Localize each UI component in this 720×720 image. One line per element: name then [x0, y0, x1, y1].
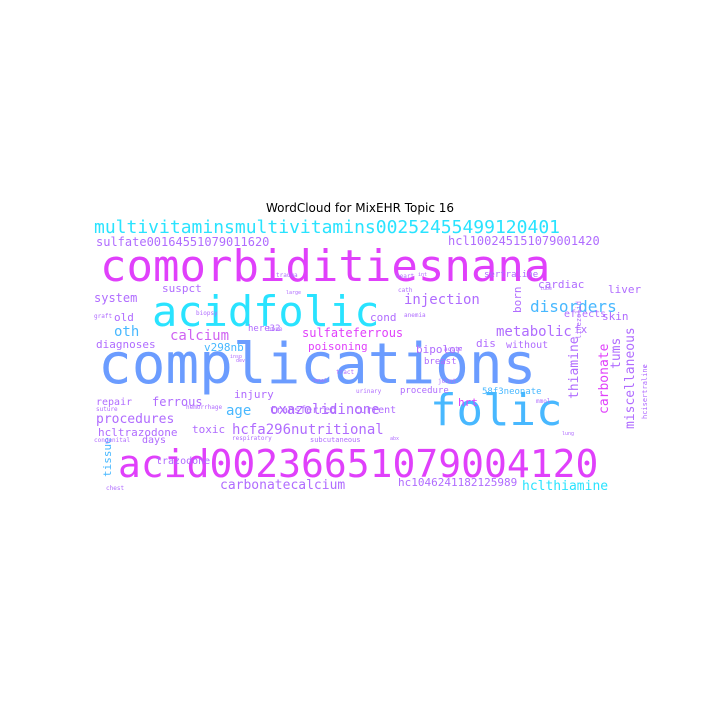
- word-80: large: [286, 290, 302, 296]
- word-27: effects: [564, 309, 607, 320]
- word-72: hcisertraline: [641, 364, 647, 419]
- word-58: trauma: [276, 272, 298, 279]
- word-81: renal: [312, 378, 328, 384]
- word-26: cardiac: [538, 278, 585, 291]
- word-44: current: [354, 405, 397, 416]
- word-32: tums: [609, 337, 624, 369]
- word-61: graft: [94, 313, 113, 320]
- word-74: urinary: [356, 388, 382, 395]
- word-76: bone: [268, 326, 283, 333]
- word-79: insp: [230, 354, 243, 360]
- word-56: procedure: [400, 386, 449, 396]
- word-16: sulfateferrous: [302, 326, 404, 340]
- word-0: multivitaminsmultivitamins00252455499120…: [94, 219, 560, 238]
- word-84: dev: [236, 358, 246, 364]
- chart-title: WordCloud for MixEHR Topic 16: [265, 201, 455, 215]
- word-48: trazodone: [156, 456, 211, 467]
- word-78: tube: [540, 286, 553, 292]
- word-19: oth: [114, 324, 140, 340]
- word-41: hcfa296nutritional: [232, 422, 384, 438]
- word-63: anemia: [404, 312, 426, 319]
- word-82: lung: [562, 431, 575, 437]
- word-8: injection: [404, 292, 480, 308]
- word-29: thiamine: [567, 336, 582, 399]
- word-66: joint: [438, 378, 457, 385]
- word-20: diagnoses: [96, 338, 156, 351]
- word-73: linezolid: [575, 301, 583, 339]
- word-40: toxic: [192, 423, 226, 436]
- word-5: acid00236651079004120: [118, 442, 599, 486]
- word-35: ferrous: [152, 395, 203, 409]
- word-60: cath: [398, 287, 413, 294]
- word-37: oxazolidinone: [270, 402, 380, 418]
- word-17: metabolic: [496, 324, 572, 340]
- word-71: chest: [106, 485, 125, 492]
- word-52: old: [114, 311, 134, 324]
- word-54: 58f3neonate: [482, 387, 542, 397]
- word-cloud: multivitaminsmultivitamins00252455499120…: [92, 219, 647, 496]
- word-39: repair: [96, 397, 133, 408]
- word-49: carbonatecalcium: [220, 478, 346, 493]
- word-21: v298nb: [204, 341, 244, 354]
- word-50: hc1046241182125989: [398, 476, 518, 489]
- word-2: acidfolic: [152, 287, 380, 336]
- word-67: acute: [444, 346, 463, 353]
- word-7: hcl100245151079001420: [448, 234, 600, 248]
- word-34: age: [226, 403, 252, 419]
- word-77: mmol: [536, 398, 551, 405]
- word-38: procedures: [96, 412, 175, 427]
- word-85: int: [418, 272, 428, 278]
- word-62: biopsy: [196, 310, 218, 317]
- word-65: respiratory: [232, 435, 272, 442]
- word-46: hrt: [458, 396, 478, 409]
- word-4: folic: [430, 385, 563, 436]
- word-75: hemorrhage: [186, 404, 223, 411]
- word-31: miscellaneous: [623, 327, 638, 429]
- word-18: bipolor: [416, 343, 463, 356]
- word-10: system: [94, 291, 138, 305]
- word-6: sulfate00164551079011620: [96, 235, 270, 249]
- word-3: complications: [98, 332, 537, 397]
- word-14: skin: [602, 310, 629, 323]
- word-64: subcutaneous: [310, 436, 361, 444]
- word-69: suture: [96, 406, 118, 413]
- word-42: hcltrazodone: [98, 426, 178, 439]
- word-59: heart: [396, 273, 415, 280]
- word-70: congenital: [94, 437, 131, 444]
- word-9: disorders: [530, 297, 617, 316]
- word-36: injury: [234, 388, 274, 401]
- word-23: poisoning: [308, 340, 368, 353]
- word-15: calcium: [170, 328, 230, 344]
- word-83: abx: [390, 436, 400, 442]
- word-24: dis: [476, 337, 496, 350]
- word-68: tract: [336, 369, 355, 376]
- word-22: here32: [248, 324, 281, 334]
- word-57: sertraline: [484, 270, 539, 280]
- word-53: born: [511, 286, 524, 314]
- word-12: cond: [370, 311, 397, 324]
- word-1: comorbiditiesnana: [100, 241, 551, 292]
- word-51: hclthiamine: [522, 479, 609, 494]
- word-43: transferred: [270, 405, 337, 416]
- word-25: without: [506, 340, 549, 351]
- word-55: breast: [424, 357, 457, 367]
- word-28: fx: [574, 323, 588, 336]
- word-45: days: [142, 435, 167, 446]
- word-11: suspct: [162, 282, 202, 295]
- word-13: liver: [608, 283, 642, 296]
